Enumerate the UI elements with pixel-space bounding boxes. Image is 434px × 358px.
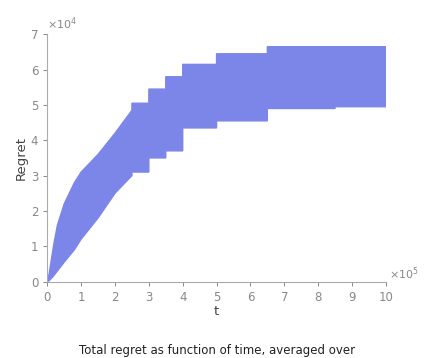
X-axis label: t: t [214,305,219,318]
Text: Total regret as function of time, averaged over: Total regret as function of time, averag… [79,344,355,357]
Text: $\times10^5$: $\times10^5$ [389,265,419,281]
Y-axis label: Regret: Regret [15,136,28,180]
Polygon shape [47,47,386,281]
Text: $\times10^4$: $\times10^4$ [47,15,77,32]
